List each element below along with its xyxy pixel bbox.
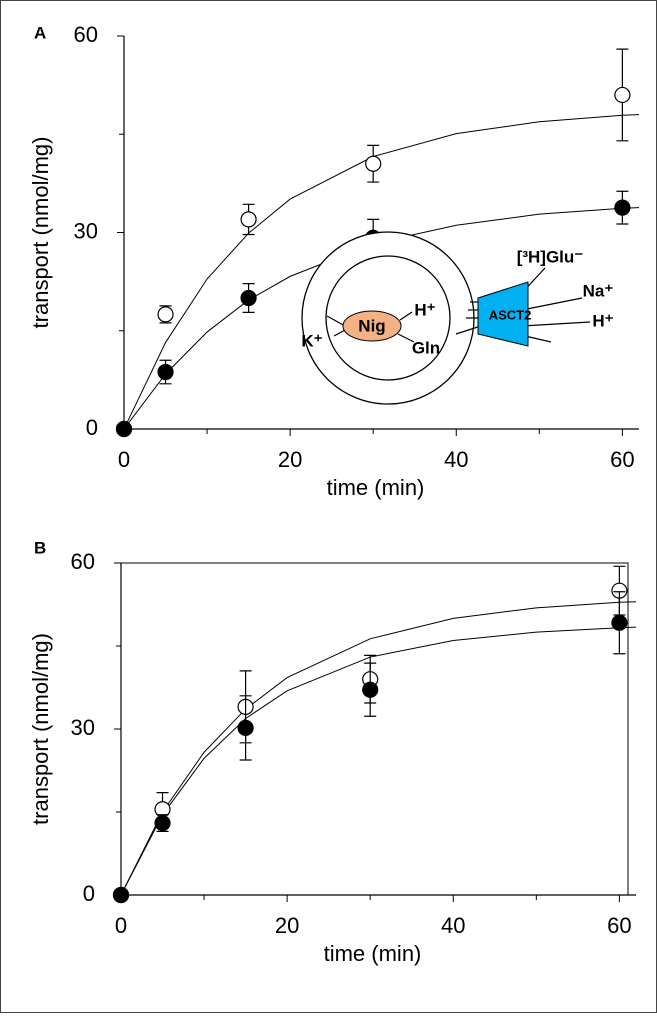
inset-label: Nig — [358, 316, 385, 335]
x-axis-label: time (min) — [324, 941, 422, 966]
x-tick-label: 20 — [275, 913, 299, 938]
nig-ellipse — [342, 310, 402, 342]
arrow — [521, 297, 583, 311]
y-tick-label: 60 — [74, 22, 98, 47]
data-point — [237, 719, 254, 736]
fit-curve — [120, 626, 637, 896]
x-tick-label: 40 — [444, 447, 468, 472]
inset-label: Na⁺ — [583, 281, 614, 300]
x-axis-label: time (min) — [327, 475, 425, 500]
data-point — [157, 363, 174, 381]
data-point — [365, 155, 382, 172]
arrow — [333, 329, 346, 337]
inset-label: H⁺ — [592, 311, 613, 330]
x-tick-label: 0 — [118, 447, 130, 472]
fit-curve — [123, 114, 640, 430]
data-point — [157, 306, 174, 323]
data-point — [611, 614, 628, 631]
inset-label: K⁺ — [301, 331, 322, 350]
x-tick-label: 0 — [115, 913, 127, 938]
data-point — [614, 86, 631, 104]
plot-frame — [120, 562, 629, 896]
y-axis-label: transport (nmol/mg) — [28, 137, 53, 329]
inset-diagram: Nig K⁺ H⁺ Gln ASCT2 [³H]Glu⁻ Na⁺ H⁺ — [301, 231, 614, 405]
arrows — [326, 267, 591, 343]
panel-label: B — [34, 538, 46, 557]
inset-label: Gln — [412, 338, 440, 357]
fit-curve — [120, 601, 637, 896]
asct2-transporter — [477, 281, 529, 347]
data-point — [154, 814, 171, 832]
y-axis-label: transport (nmol/mg) — [28, 633, 53, 825]
data-point — [614, 199, 631, 216]
x-tick-label: 20 — [278, 447, 302, 472]
y-tick-label: 30 — [71, 715, 95, 740]
x-tick-label: 60 — [610, 447, 634, 472]
arrow — [521, 321, 591, 327]
y-tick-label: 0 — [86, 415, 98, 440]
inset-label: H⁺ — [414, 300, 435, 319]
data-point — [112, 886, 130, 904]
panel-label: A — [34, 23, 46, 42]
arrow — [524, 335, 552, 343]
arrow — [399, 311, 413, 321]
y-tick-label: 60 — [71, 549, 95, 574]
y-tick-label: 30 — [74, 218, 98, 243]
arrow — [397, 333, 415, 343]
data-point — [240, 289, 257, 307]
x-tick-label: 60 — [607, 913, 631, 938]
data-point — [362, 681, 379, 698]
data-point — [240, 211, 257, 228]
inset-label: [³H]Glu⁻ — [517, 247, 584, 266]
y-tick-label: 0 — [83, 881, 95, 906]
arrow — [326, 315, 346, 327]
inset-label: ASCT2 — [489, 307, 532, 322]
x-tick-label: 40 — [441, 913, 465, 938]
